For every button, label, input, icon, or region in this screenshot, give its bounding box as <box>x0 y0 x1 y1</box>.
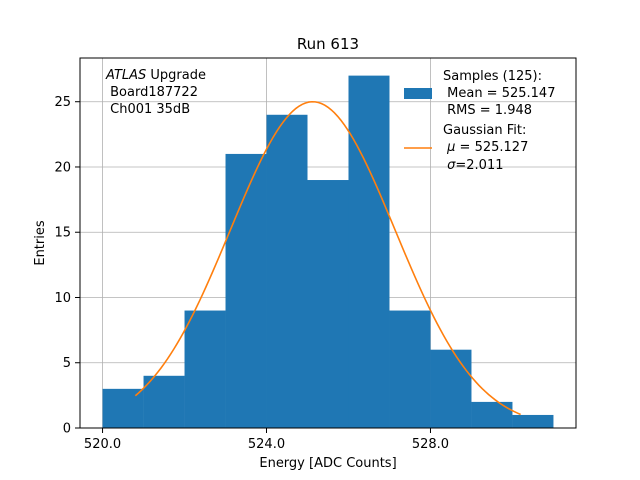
legend-samples-line-2: Mean = 525.147 <box>443 86 555 101</box>
x-tick-label-1: 524.0 <box>248 437 285 452</box>
x-axis-label: Energy [ADC Counts] <box>259 456 396 471</box>
y-tick-label-2: 10 <box>54 291 71 306</box>
histogram-bars <box>102 75 554 429</box>
y-tick-label-0: 0 <box>63 422 71 437</box>
legend-samples-swatch <box>404 88 432 99</box>
legend-fit-line-3: σ=2.011 <box>443 158 504 173</box>
axes-frame <box>79 57 577 429</box>
legend-mu-symbol: μ <box>446 140 455 155</box>
atlas-annotation: ATLAS Upgrade Board187722 Ch001 35dB <box>105 68 206 117</box>
y-tick-label-1: 5 <box>63 356 71 371</box>
y-tick-label-3: 15 <box>54 226 71 241</box>
histogram-bar-2 <box>184 310 226 428</box>
annotation-line-3: Ch001 35dB <box>106 102 190 117</box>
histogram-bar-8 <box>430 349 472 428</box>
histogram-bar-3 <box>225 153 267 429</box>
histogram-bar-4 <box>266 114 308 428</box>
legend-samples-line-1: Samples (125): <box>443 69 542 84</box>
x-axis-ticks: 520.0 524.0 528.0 <box>84 428 449 452</box>
x-tick-label-0: 520.0 <box>84 437 121 452</box>
legend-sigma-symbol: σ <box>447 158 456 173</box>
legend: Samples (125): Mean = 525.147 RMS = 1.94… <box>404 69 555 173</box>
legend-fit-line-1: Gaussian Fit: <box>443 123 526 138</box>
annotation-upgrade: Upgrade <box>146 68 206 83</box>
annotation-line-2: Board187722 <box>106 85 198 100</box>
legend-fit-line-2: μ = 525.127 <box>443 140 528 155</box>
histogram-bar-1 <box>143 375 185 428</box>
chart-title: Run 613 <box>297 35 359 53</box>
annotation-line-1: ATLAS Upgrade <box>105 68 206 83</box>
annotation-atlas-italic: ATLAS <box>105 68 146 83</box>
legend-mu-value: = 525.127 <box>455 140 528 155</box>
legend-sigma-value: =2.011 <box>455 158 503 173</box>
histogram-bar-5 <box>307 180 349 428</box>
x-tick-label-2: 528.0 <box>412 437 449 452</box>
histogram-bar-6 <box>348 75 390 428</box>
legend-samples-line-3: RMS = 1.948 <box>443 103 532 118</box>
y-tick-label-5: 25 <box>54 95 71 110</box>
histogram-bar-7 <box>389 310 431 428</box>
y-axis-label: Entries <box>33 220 48 266</box>
histogram-bar-9 <box>471 401 513 428</box>
y-axis-ticks: 0 5 10 15 20 25 <box>54 95 80 437</box>
y-tick-label-4: 20 <box>54 160 71 175</box>
histogram-bar-10 <box>512 414 554 428</box>
gaussian-fit-curve <box>134 100 521 416</box>
